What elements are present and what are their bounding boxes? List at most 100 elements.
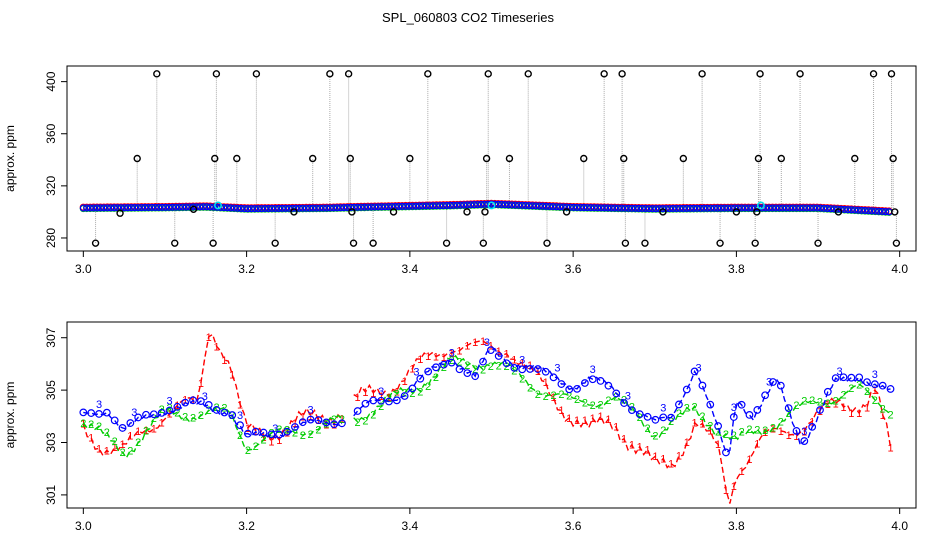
- series-3-label: 3: [131, 407, 137, 419]
- series-3-point: [717, 204, 725, 212]
- series-3-point: [347, 203, 355, 212]
- series-3-point: [607, 204, 615, 212]
- series-2-point: 2: [778, 416, 784, 428]
- series-2-point: 2: [253, 441, 259, 453]
- series-3-point: [803, 204, 811, 212]
- y-tick-label: 320: [44, 176, 58, 196]
- outlier-point: [346, 154, 354, 163]
- y-tick-label: 360: [44, 123, 58, 143]
- series-3-point: [552, 203, 561, 211]
- series-3-label: 3: [413, 366, 419, 378]
- series-3-point: [847, 373, 856, 382]
- series-1-point: 1: [245, 423, 251, 435]
- series-3-point: [858, 206, 866, 214]
- series-3-label: 3: [766, 377, 772, 389]
- series-3-point: [840, 205, 849, 214]
- series-3-point: [86, 204, 94, 212]
- series-3-point: [588, 375, 597, 384]
- series-1-point: 1: [550, 392, 556, 404]
- series-1-point: 1: [166, 409, 172, 421]
- series-3-label: 3: [272, 423, 278, 435]
- series-3-point: [254, 204, 262, 213]
- series-3-point: [535, 202, 543, 210]
- series-3-point: [526, 365, 534, 373]
- outlier-point: [424, 70, 432, 78]
- series-3-point: [204, 401, 213, 409]
- series-2-point: 2: [80, 418, 86, 430]
- series-2-point: 2: [582, 397, 588, 409]
- series-3-point: [165, 203, 173, 211]
- series-3-point: [95, 410, 103, 418]
- series-1-point: 1: [339, 413, 345, 425]
- series-3-point: [789, 204, 797, 212]
- series-1-point: 1: [872, 385, 878, 397]
- series-2-point: 2: [566, 391, 572, 403]
- series-3-label: 3: [660, 402, 666, 414]
- series-1-point: 1: [762, 427, 768, 439]
- outlier-point: [753, 208, 761, 216]
- outlier-point: [659, 208, 667, 216]
- series-3-point: [690, 367, 699, 376]
- series-3-point: [118, 424, 127, 432]
- series-3-point: [299, 204, 307, 212]
- series-1-point: 1: [801, 426, 807, 438]
- series-3-point: [234, 204, 242, 212]
- series-3-point: [806, 204, 814, 212]
- series-3-point: [196, 203, 204, 211]
- series-3-point: [659, 204, 667, 213]
- outlier-point: [133, 154, 141, 163]
- series-3-point: [392, 396, 401, 405]
- outlier-point: [698, 70, 706, 78]
- series-3-point: [220, 408, 229, 417]
- series-1-point: 1: [582, 415, 588, 427]
- series-3-point: [573, 203, 581, 212]
- series-2-point: 2: [887, 409, 893, 421]
- series-3-point: [831, 374, 840, 383]
- series-2-point: 2: [590, 400, 596, 412]
- series-3-point: [753, 406, 762, 414]
- series-3-point: [463, 201, 471, 209]
- series-3-point: [298, 418, 307, 427]
- series-1-point: 1: [558, 405, 564, 417]
- series-3-point: [635, 410, 644, 419]
- series-3-label: 3: [202, 391, 208, 403]
- series-2-point: 2: [417, 386, 423, 398]
- series-3-point: [618, 204, 626, 212]
- series-3-point: [336, 204, 345, 212]
- series-3-point: [292, 204, 300, 212]
- outlier-point: [887, 70, 896, 78]
- series-1-point: 1: [793, 431, 799, 443]
- series-3-point: [110, 416, 119, 425]
- series-2-point: 2: [355, 417, 361, 429]
- series-3-point: [291, 423, 299, 431]
- series-2-point: 2: [519, 373, 525, 385]
- outlier-point: [406, 154, 414, 163]
- series-2-point: 2: [425, 381, 431, 393]
- series-3-point: [450, 201, 458, 209]
- series-1-point: 1: [715, 439, 721, 451]
- series-3-point: [741, 204, 749, 212]
- highlight-point: [214, 201, 222, 210]
- series-3-point: [322, 418, 331, 427]
- series-2-point: 2: [801, 396, 807, 408]
- series-2-point: 2: [276, 424, 282, 436]
- series-3-point: [549, 373, 558, 382]
- series-2-point: 2: [127, 445, 133, 457]
- series-3-label: 3: [237, 410, 243, 422]
- series-1-point: 1: [261, 432, 267, 444]
- y-tick-label: 400: [44, 71, 58, 91]
- series-2-point: 2: [323, 418, 329, 430]
- outlier-point: [211, 154, 219, 163]
- x-tick-label: 3.2: [238, 519, 255, 533]
- series-3-point: [157, 408, 166, 417]
- y-axis-label: approx. ppm: [3, 382, 17, 449]
- series-3-point: [102, 408, 111, 417]
- series-3-point: [285, 204, 293, 212]
- series-3-point: [79, 408, 88, 417]
- series-2-point: 2: [496, 360, 502, 372]
- series-3-point: [419, 202, 427, 210]
- series-3-point: [395, 202, 403, 211]
- series-3-point: [707, 204, 715, 212]
- series-2-point: 2: [456, 356, 462, 368]
